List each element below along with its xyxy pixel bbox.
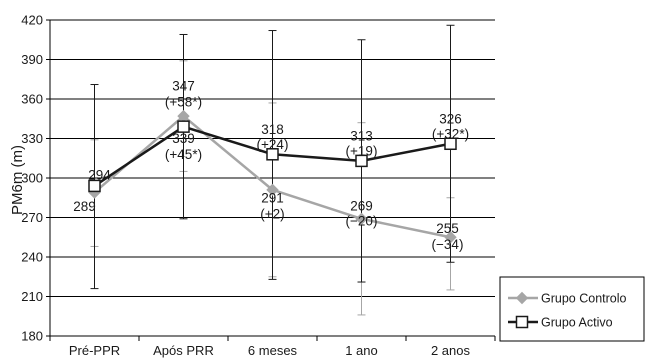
data-label: 313 <box>350 128 373 143</box>
data-labels: 289 347(+58*) 291(+2) 269(−20) 255(−34) 294 33… <box>73 79 469 252</box>
legend-entry: Grupo Activo <box>508 316 613 330</box>
y-tick-label: 390 <box>21 52 43 67</box>
data-label: 269 <box>350 198 373 213</box>
y-axis-label: PM6m (m) <box>9 145 26 215</box>
y-tick-label: 180 <box>21 329 43 344</box>
legend-marker <box>515 291 529 305</box>
marker-activo <box>88 179 101 193</box>
marker-controlo <box>355 212 368 226</box>
marker-activo <box>266 148 279 161</box>
error-bars <box>90 24 455 316</box>
data-label: 294 <box>88 167 111 182</box>
x-tick-label: Após PRR <box>153 343 214 358</box>
x-tick-label: Pré-PPR <box>69 343 120 358</box>
y-tick-label: 240 <box>21 250 43 265</box>
legend-box <box>499 276 645 342</box>
y-tick-label: 270 <box>21 210 43 225</box>
y-tick-label: 420 <box>21 13 43 28</box>
data-label: 318 <box>261 122 284 137</box>
y-tick-label: 360 <box>21 92 43 107</box>
data-label: 255 <box>436 221 459 236</box>
change-label: (−34) <box>432 237 464 252</box>
marker-controlo <box>266 183 279 197</box>
data-label: 289 <box>73 199 96 214</box>
data-label: 347 <box>172 79 195 94</box>
change-label: (+24) <box>257 137 289 152</box>
y-tick-label: 210 <box>21 289 43 304</box>
change-label: (+32*) <box>432 126 469 141</box>
y-tick-label: 330 <box>21 131 43 146</box>
marker-activo <box>177 120 190 133</box>
data-label: 339 <box>172 131 195 146</box>
x-tick-label: 6 meses <box>248 343 298 358</box>
legend: Grupo Controlo Grupo Activo <box>499 276 645 342</box>
marker-activo <box>444 137 457 151</box>
series-markers <box>88 109 457 244</box>
legend-entry: Grupo Controlo <box>508 292 627 306</box>
change-label: (+58*) <box>165 95 202 110</box>
legend-label: Grupo Controlo <box>541 292 627 306</box>
x-tick-label: 1 ano <box>345 343 378 358</box>
change-label: (+19) <box>346 143 378 158</box>
x-tick-label: 2 anos <box>431 343 471 358</box>
marker-controlo <box>444 231 457 244</box>
y-tick-label: 300 <box>21 171 43 186</box>
marker-activo <box>355 154 368 168</box>
change-label: (+45*) <box>165 147 202 162</box>
change-label: (−20) <box>346 213 378 228</box>
change-label: (+2) <box>260 206 284 221</box>
legend-label: Grupo Activo <box>541 316 613 330</box>
data-label: 291 <box>261 190 284 205</box>
axes: 180 210 240 270 300 330 360 390 420 Pré-PPR Após P… <box>21 13 496 358</box>
data-label: 326 <box>439 111 462 126</box>
legend-marker <box>515 315 529 329</box>
